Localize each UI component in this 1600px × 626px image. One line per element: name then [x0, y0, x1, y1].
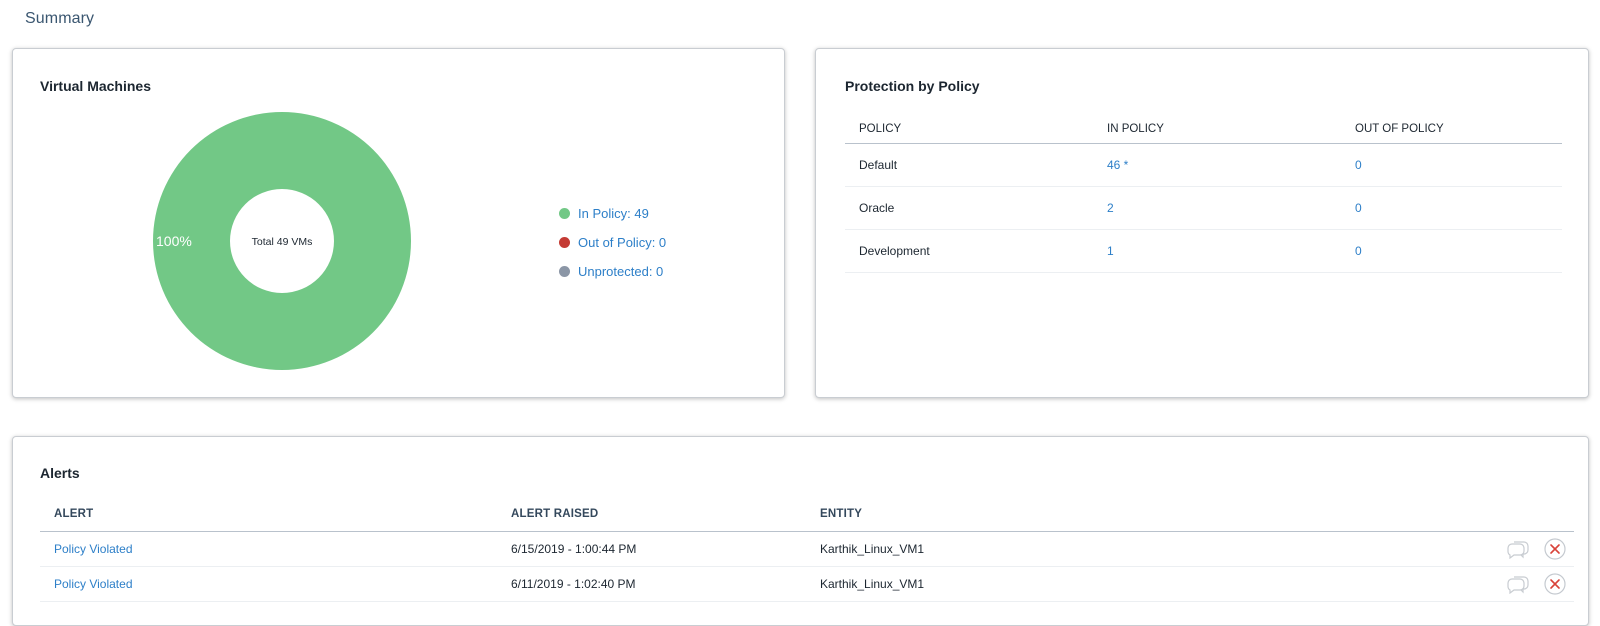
- table-row: Policy Violated 6/11/2019 - 1:02:40 PM K…: [40, 566, 1574, 602]
- alerts-card: Alerts ALERT ALERT RAISED ENTITY Policy …: [12, 436, 1589, 626]
- legend-label-in-policy: In Policy: 49: [578, 206, 649, 221]
- comment-icon[interactable]: [1506, 574, 1530, 594]
- table-row: Default 46 * 0: [845, 143, 1562, 187]
- legend-label-out-of-policy: Out of Policy: 0: [578, 235, 667, 250]
- legend-label-unprotected: Unprotected: 0: [578, 264, 664, 279]
- legend-item-out-of-policy[interactable]: Out of Policy: 0: [559, 228, 666, 257]
- vm-legend: In Policy: 49 Out of Policy: 0 Unprotect…: [559, 199, 666, 286]
- policy-name: Default: [845, 143, 1093, 187]
- policy-table: POLICY IN POLICY OUT OF POLICY Default 4…: [845, 114, 1562, 273]
- out-of-policy-count-link[interactable]: 0: [1341, 186, 1562, 230]
- legend-item-unprotected[interactable]: Unprotected: 0: [559, 257, 666, 286]
- close-icon[interactable]: [1544, 538, 1566, 560]
- column-header-policy[interactable]: POLICY: [845, 114, 1093, 144]
- legend-dot-out-of-policy: [559, 237, 570, 248]
- column-header-actions: [1462, 497, 1574, 532]
- column-header-in-policy[interactable]: IN POLICY: [1093, 114, 1341, 144]
- table-row: Policy Violated 6/15/2019 - 1:00:44 PM K…: [40, 531, 1574, 567]
- alerts-table: ALERT ALERT RAISED ENTITY Policy Violate…: [40, 497, 1574, 602]
- legend-item-in-policy[interactable]: In Policy: 49: [559, 199, 666, 228]
- alerts-title: Alerts: [40, 465, 80, 481]
- alert-entity: Karthik_Linux_VM1: [806, 566, 1462, 602]
- alert-link[interactable]: Policy Violated: [40, 566, 497, 602]
- slice-percent-label: 100%: [156, 233, 192, 249]
- alert-actions: [1462, 531, 1574, 567]
- out-of-policy-count-link[interactable]: 0: [1341, 229, 1562, 273]
- column-header-alert[interactable]: ALERT: [40, 497, 497, 532]
- alert-raised-time: 6/15/2019 - 1:00:44 PM: [497, 531, 806, 567]
- virtual-machines-title: Virtual Machines: [40, 78, 152, 94]
- in-policy-count-link[interactable]: 46 *: [1093, 143, 1341, 187]
- protection-by-policy-card: Protection by Policy POLICY IN POLICY OU…: [815, 48, 1589, 398]
- alert-link[interactable]: Policy Violated: [40, 531, 497, 567]
- close-icon[interactable]: [1544, 573, 1566, 595]
- vm-donut-chart: 100% Total 49 VMs: [153, 112, 411, 370]
- alert-raised-time: 6/11/2019 - 1:02:40 PM: [497, 566, 806, 602]
- table-row: Development 1 0: [845, 229, 1562, 273]
- virtual-machines-card: Virtual Machines 100% Total 49 VMs In Pol…: [12, 48, 785, 398]
- slice-in-policy[interactable]: [153, 112, 411, 370]
- alert-actions: [1462, 566, 1574, 602]
- legend-dot-in-policy: [559, 208, 570, 219]
- table-row: Oracle 2 0: [845, 186, 1562, 230]
- legend-dot-unprotected: [559, 266, 570, 277]
- comment-icon[interactable]: [1506, 539, 1530, 559]
- alert-entity: Karthik_Linux_VM1: [806, 531, 1462, 567]
- alerts-table-header: ALERT ALERT RAISED ENTITY: [40, 497, 1574, 532]
- in-policy-count-link[interactable]: 1: [1093, 229, 1341, 273]
- column-header-entity[interactable]: ENTITY: [806, 497, 1462, 532]
- out-of-policy-count-link[interactable]: 0: [1341, 143, 1562, 187]
- policy-name: Development: [845, 229, 1093, 273]
- column-header-alert-raised[interactable]: ALERT RAISED: [497, 497, 806, 532]
- in-policy-count-link[interactable]: 2: [1093, 186, 1341, 230]
- policy-name: Oracle: [845, 186, 1093, 230]
- protection-by-policy-title: Protection by Policy: [845, 78, 980, 94]
- policy-table-header: POLICY IN POLICY OUT OF POLICY: [845, 114, 1562, 144]
- donut-center-label: Total 49 VMs: [252, 236, 313, 248]
- column-header-out-of-policy[interactable]: OUT OF POLICY: [1341, 114, 1562, 144]
- page-title: Summary: [25, 10, 95, 27]
